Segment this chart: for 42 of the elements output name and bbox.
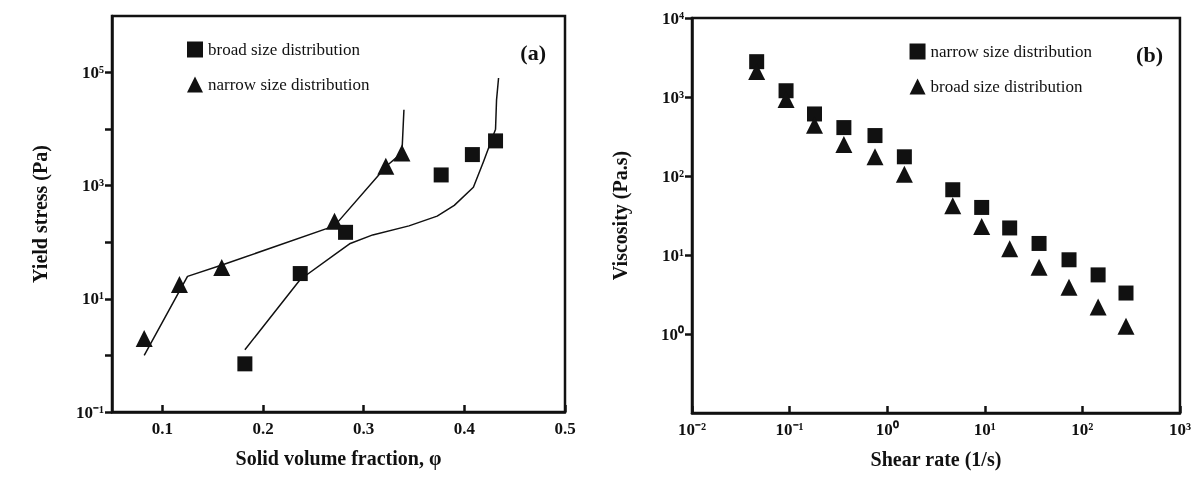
text: (a) (520, 39, 546, 65)
point (170, 275, 188, 293)
x-tick-label: 10⁻¹ (775, 420, 804, 439)
y-tick-label: 10³ (81, 176, 104, 196)
y-tick-label: 10⁰ (661, 324, 684, 344)
y-tick-label: 10¹ (661, 245, 684, 265)
y-tick-label: 10⁴ (661, 8, 684, 28)
y-tick-label: 10² (661, 166, 684, 186)
y-axis-title: Viscosity (Pa.s) (609, 150, 632, 281)
point (237, 356, 253, 372)
point (393, 144, 411, 162)
point (464, 147, 480, 163)
y-tick-label: 10⁻¹ (75, 402, 104, 422)
point (377, 157, 395, 175)
x-tick-label: 0.1 (151, 419, 173, 438)
point (488, 133, 504, 149)
legend-label: broad size distribution (930, 77, 1084, 96)
x-axis-title: Solid volume fraction, φ (235, 447, 442, 470)
point (135, 329, 153, 347)
y-tick-label: 10³ (661, 87, 684, 107)
text: (b) (1136, 41, 1163, 67)
x-tick-label: 0.3 (353, 419, 375, 438)
legend-label: narrow size distribution (208, 75, 370, 94)
point (338, 224, 354, 240)
point (325, 212, 343, 230)
point (292, 266, 308, 282)
x-tick-label: 0.4 (453, 419, 476, 438)
x-tick-label: 10¹ (973, 420, 996, 439)
x-tick-label: 10³ (1168, 420, 1192, 439)
x-tick-label: 10⁻² (677, 420, 707, 439)
x-tick-label: 0.2 (252, 419, 274, 438)
point (433, 167, 449, 183)
x-axis-title: Shear rate (1/s) (870, 448, 1002, 471)
point (213, 258, 231, 276)
y-axis-title: Yield stress (Pa) (29, 145, 52, 283)
legend-label: narrow size distribution (930, 42, 1093, 61)
legend-label: broad size distribution (208, 40, 361, 59)
y-tick-label: 10⁵ (81, 63, 104, 83)
y-tick-label: 10¹ (81, 289, 104, 309)
x-tick-label: 10² (1071, 420, 1094, 439)
x-tick-label: 10⁰ (875, 420, 899, 439)
x-tick-label: 0.5 (554, 419, 576, 438)
